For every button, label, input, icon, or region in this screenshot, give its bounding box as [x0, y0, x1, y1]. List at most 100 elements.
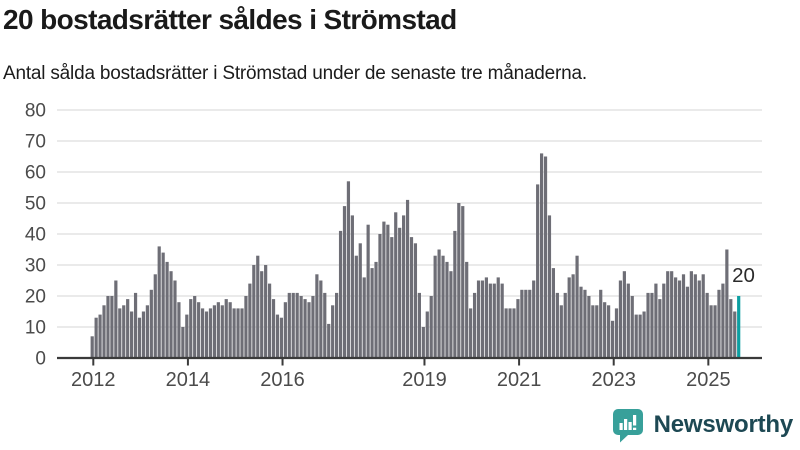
bar — [153, 274, 157, 358]
y-axis-label: 10 — [25, 318, 46, 339]
bar — [386, 224, 390, 358]
x-axis-label: 2023 — [591, 369, 636, 391]
bar — [721, 283, 725, 358]
bar — [149, 289, 153, 358]
bar — [642, 311, 646, 358]
bar — [677, 280, 682, 358]
bar — [224, 299, 228, 358]
newsworthy-wordmark: Newsworthy — [653, 411, 794, 438]
bar — [122, 305, 126, 358]
y-axis-label: 70 — [25, 132, 46, 153]
bar — [536, 184, 540, 358]
bar — [370, 268, 374, 358]
bar — [607, 305, 611, 358]
y-axis-label: 30 — [25, 256, 46, 277]
bar — [141, 311, 146, 358]
bar — [689, 271, 693, 358]
bar — [390, 237, 394, 358]
bar — [405, 199, 410, 358]
newsworthy-chart-bubble-icon — [612, 409, 643, 443]
newsworthy-logo: Newsworthy — [611, 407, 793, 443]
bar — [421, 327, 425, 358]
bar — [283, 302, 287, 358]
bar — [378, 234, 382, 358]
bar — [402, 215, 406, 358]
bar — [358, 243, 362, 358]
bar — [551, 268, 556, 358]
bar — [267, 283, 272, 358]
bar — [626, 283, 630, 358]
bar — [429, 296, 433, 358]
bar — [579, 286, 583, 358]
bar — [193, 296, 197, 358]
bar — [500, 283, 504, 358]
bar — [638, 314, 642, 358]
bar — [543, 156, 548, 358]
bar — [382, 221, 386, 358]
bar — [137, 317, 142, 358]
page-title: 20 bostadsrätter såldes i Strömstad — [3, 4, 457, 35]
bar — [354, 255, 358, 358]
bar — [433, 255, 437, 358]
bar — [260, 271, 264, 358]
bar — [591, 305, 595, 358]
bar — [240, 308, 244, 358]
highlight-bar — [737, 296, 741, 358]
highlight-value-label: 20 — [732, 264, 755, 287]
y-axis-label: 80 — [25, 101, 46, 122]
bar — [488, 283, 492, 358]
bar — [252, 265, 256, 358]
bar — [275, 314, 280, 358]
bar — [618, 280, 623, 358]
bar — [362, 277, 366, 358]
bar — [693, 274, 697, 358]
bar — [220, 305, 224, 358]
bar — [717, 289, 721, 358]
bar — [650, 292, 654, 358]
bar — [701, 274, 705, 358]
bar — [200, 308, 205, 358]
bar — [295, 292, 299, 358]
bar — [469, 308, 473, 358]
y-axis-label: 0 — [35, 349, 46, 370]
bar — [228, 302, 232, 358]
bar — [102, 305, 106, 358]
bar — [398, 227, 402, 358]
x-axis-label: 2025 — [686, 369, 731, 391]
bar — [685, 286, 690, 358]
bar — [480, 280, 485, 358]
bar — [346, 181, 351, 358]
bar — [130, 311, 134, 358]
bar — [197, 302, 201, 358]
bar — [713, 305, 717, 358]
bar — [575, 255, 579, 358]
bar — [697, 280, 701, 358]
bar — [681, 274, 686, 358]
bar — [189, 299, 193, 358]
bar — [492, 283, 496, 358]
y-axis-label: 50 — [25, 194, 46, 215]
bar — [610, 320, 615, 358]
bar — [271, 299, 276, 358]
x-axis-label: 2014 — [166, 369, 211, 391]
bar — [567, 277, 571, 358]
bar — [208, 308, 213, 358]
bar — [169, 271, 173, 358]
bar — [453, 230, 457, 358]
bar — [504, 308, 508, 358]
bar — [520, 289, 524, 358]
bar — [114, 280, 118, 358]
x-axis-label: 2019 — [402, 369, 447, 391]
bar — [409, 237, 414, 358]
bar — [445, 261, 449, 358]
bar — [331, 305, 335, 358]
bar — [165, 261, 169, 358]
bar — [342, 206, 347, 358]
bar — [173, 280, 177, 358]
bar — [327, 323, 331, 358]
bar — [587, 296, 591, 358]
bar — [729, 299, 733, 358]
bar — [725, 249, 729, 358]
bar — [461, 206, 465, 358]
